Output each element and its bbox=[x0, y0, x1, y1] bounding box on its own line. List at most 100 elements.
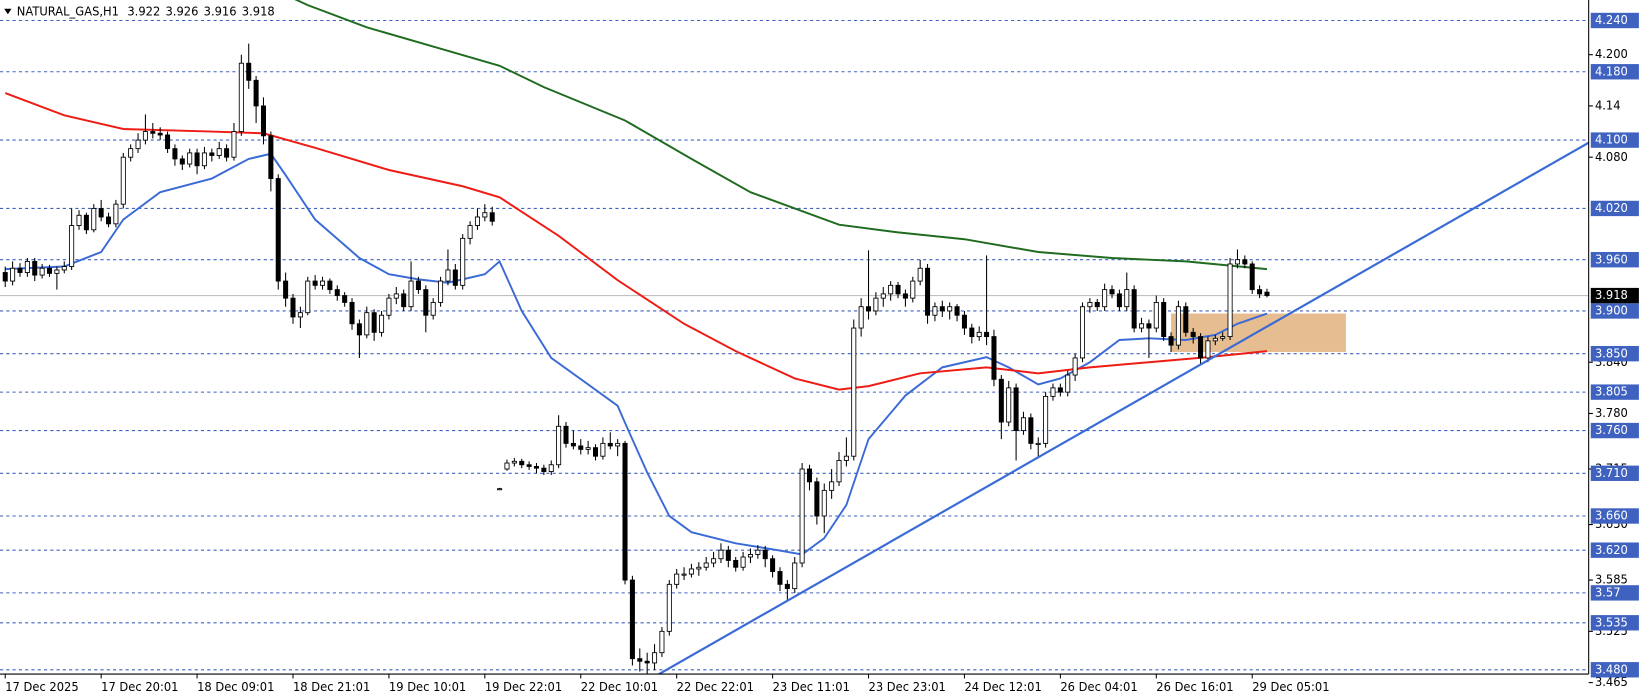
candle-body bbox=[688, 568, 694, 575]
candle-body bbox=[533, 466, 540, 469]
candle-body bbox=[1234, 259, 1240, 265]
candle-body bbox=[821, 489, 827, 517]
candle-body bbox=[1257, 289, 1263, 295]
candle-body bbox=[290, 297, 296, 318]
x-tick-label: 26 Dec 04:01 bbox=[1060, 680, 1137, 694]
x-tick-label: 22 Dec 10:01 bbox=[581, 680, 658, 694]
candle-body bbox=[1249, 263, 1255, 291]
candle-body bbox=[69, 225, 75, 267]
candle-body bbox=[1013, 387, 1019, 432]
candle-body bbox=[607, 442, 613, 447]
candle-body bbox=[201, 152, 207, 167]
level-label: 3.57 bbox=[1595, 585, 1621, 599]
candle-body bbox=[1072, 357, 1078, 376]
x-tick-label: 23 Dec 23:01 bbox=[869, 680, 946, 694]
candle-body bbox=[725, 549, 731, 561]
candle-body bbox=[910, 280, 916, 299]
candle-body bbox=[489, 212, 495, 222]
candle-body bbox=[98, 208, 104, 218]
x-tick-label: 19 Dec 10:01 bbox=[389, 680, 466, 694]
candle-body bbox=[703, 562, 709, 568]
candle-body bbox=[497, 488, 503, 491]
candle-body bbox=[1146, 323, 1152, 329]
candle-body bbox=[364, 312, 370, 336]
candle-body bbox=[1168, 336, 1174, 346]
candle-body bbox=[674, 573, 680, 585]
candle-body bbox=[39, 267, 45, 276]
candle-body bbox=[637, 658, 643, 662]
candle-body bbox=[334, 289, 340, 297]
level-label-box bbox=[1590, 303, 1639, 319]
candle-body bbox=[1065, 374, 1071, 393]
candle-body bbox=[423, 289, 429, 316]
candle-body bbox=[1139, 323, 1145, 329]
candle-body bbox=[238, 62, 244, 133]
candle-body bbox=[312, 280, 318, 286]
candle-body bbox=[659, 630, 665, 654]
candle-body bbox=[932, 306, 938, 316]
candle-body bbox=[984, 331, 990, 338]
menu-icon[interactable] bbox=[4, 8, 12, 15]
candle-body bbox=[17, 267, 23, 273]
candle-body bbox=[283, 280, 289, 299]
candle-body bbox=[615, 442, 621, 447]
candle-body bbox=[541, 467, 547, 473]
y-tick-label: 4.200 bbox=[1595, 47, 1628, 61]
x-tick-label: 22 Dec 22:01 bbox=[677, 680, 754, 694]
candle-body bbox=[925, 267, 931, 316]
level-label-box bbox=[1590, 508, 1639, 524]
y-tick-label: 3.585 bbox=[1595, 572, 1628, 586]
candle-body bbox=[113, 203, 119, 225]
candle-body bbox=[969, 327, 975, 338]
candle-body bbox=[401, 293, 407, 308]
candle-body bbox=[415, 280, 421, 291]
level-label-box bbox=[1590, 662, 1639, 678]
header-ohlc: 3.926 bbox=[166, 4, 199, 18]
moving-average bbox=[294, 0, 1268, 271]
candle-body bbox=[224, 148, 230, 158]
candle-body bbox=[2, 272, 8, 282]
candle-body bbox=[1020, 417, 1026, 432]
candle-body bbox=[172, 148, 178, 160]
level-label-box bbox=[1590, 542, 1639, 558]
candle-body bbox=[755, 549, 761, 555]
candle-body bbox=[652, 652, 658, 664]
candle-body bbox=[342, 295, 348, 303]
candle-body bbox=[76, 214, 82, 226]
candle-body bbox=[888, 284, 894, 295]
candle-body bbox=[814, 481, 820, 517]
candle-body bbox=[24, 260, 30, 273]
candle-body bbox=[563, 425, 569, 444]
candle-body bbox=[504, 462, 510, 470]
level-label: 3.535 bbox=[1595, 615, 1628, 629]
candle-body bbox=[379, 314, 385, 333]
candle-body bbox=[1087, 301, 1093, 308]
level-label-box bbox=[1590, 345, 1639, 362]
candle-body bbox=[526, 464, 532, 467]
candle-body bbox=[1124, 289, 1130, 308]
candle-body bbox=[1242, 259, 1248, 265]
level-label: 4.180 bbox=[1595, 64, 1628, 78]
level-label-box bbox=[1590, 585, 1639, 601]
candle-body bbox=[54, 269, 60, 274]
level-label-box bbox=[1590, 200, 1639, 217]
candle-body bbox=[106, 216, 112, 225]
candle-body bbox=[408, 280, 414, 308]
candle-body bbox=[305, 280, 311, 314]
level-label-box bbox=[1590, 384, 1639, 400]
candle-body bbox=[998, 378, 1004, 423]
candle-body bbox=[371, 312, 377, 333]
zone bbox=[1171, 313, 1346, 352]
candle-body bbox=[1079, 306, 1086, 359]
x-tick-label: 19 Dec 22:01 bbox=[485, 680, 562, 694]
candle-body bbox=[128, 148, 134, 158]
candle-body bbox=[246, 62, 252, 81]
candle-body bbox=[784, 583, 790, 590]
candle-body bbox=[187, 152, 193, 165]
candle-body bbox=[1109, 289, 1115, 295]
candle-body bbox=[482, 212, 488, 218]
candle-body bbox=[1212, 337, 1218, 342]
candle-body bbox=[829, 481, 835, 491]
candle-body bbox=[1131, 289, 1137, 329]
candle-body bbox=[1175, 306, 1181, 346]
